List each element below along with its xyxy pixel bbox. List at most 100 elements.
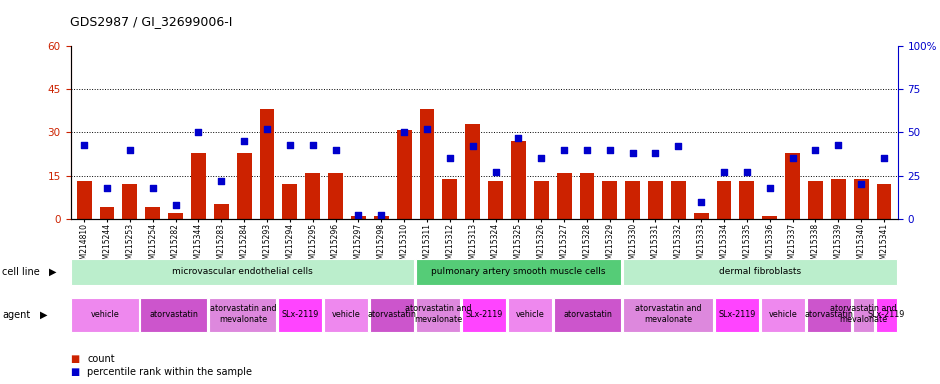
Point: [488, 169, 503, 175]
Point: [740, 169, 755, 175]
Bar: [807, 298, 851, 332]
Point: [443, 155, 458, 161]
Bar: [488, 182, 503, 219]
Point: [876, 155, 891, 161]
Point: [351, 212, 366, 218]
Bar: [671, 182, 686, 219]
Text: SLx-2119: SLx-2119: [282, 310, 319, 319]
Text: atorvastatin: atorvastatin: [563, 310, 612, 319]
Bar: [374, 216, 389, 219]
Text: SLx-2119: SLx-2119: [718, 310, 756, 319]
Text: atorvastatin and
mevalonate: atorvastatin and mevalonate: [210, 305, 276, 324]
Bar: [603, 182, 618, 219]
Bar: [210, 298, 276, 332]
Bar: [625, 182, 640, 219]
Text: SLx-2119: SLx-2119: [465, 310, 503, 319]
Bar: [100, 207, 115, 219]
Text: GDS2987 / GI_32699006-I: GDS2987 / GI_32699006-I: [70, 15, 233, 28]
Text: count: count: [87, 354, 115, 364]
Point: [259, 126, 274, 132]
Bar: [465, 124, 480, 219]
Bar: [237, 152, 252, 219]
Bar: [648, 182, 663, 219]
Bar: [623, 298, 713, 332]
Point: [465, 143, 480, 149]
Text: atorvastatin: atorvastatin: [149, 310, 198, 319]
Bar: [623, 260, 897, 285]
Bar: [876, 298, 897, 332]
Point: [168, 202, 183, 208]
Text: cell line: cell line: [2, 267, 39, 277]
Text: vehicle: vehicle: [90, 310, 119, 319]
Bar: [419, 109, 434, 219]
Bar: [877, 184, 891, 219]
Bar: [282, 184, 297, 219]
Text: agent: agent: [2, 310, 30, 320]
Bar: [122, 184, 137, 219]
Point: [831, 141, 846, 147]
Text: ■: ■: [70, 367, 80, 377]
Point: [306, 141, 321, 147]
Point: [625, 150, 640, 156]
Point: [603, 147, 618, 153]
Bar: [71, 298, 138, 332]
Point: [397, 129, 412, 136]
Bar: [351, 216, 366, 219]
Bar: [740, 182, 754, 219]
Bar: [694, 213, 709, 219]
Bar: [762, 216, 777, 219]
Point: [556, 147, 572, 153]
Bar: [328, 173, 343, 219]
Point: [237, 138, 252, 144]
Text: atorvastatin: atorvastatin: [805, 310, 854, 319]
Bar: [370, 298, 415, 332]
Bar: [168, 213, 183, 219]
Point: [854, 181, 869, 187]
Point: [534, 155, 549, 161]
Bar: [306, 173, 321, 219]
Bar: [416, 260, 621, 285]
Bar: [77, 182, 91, 219]
Bar: [760, 298, 805, 332]
Bar: [554, 298, 621, 332]
Point: [282, 141, 297, 147]
Point: [648, 150, 663, 156]
Point: [122, 147, 137, 153]
Bar: [831, 179, 846, 219]
Text: atorvastatin and
mevalonate: atorvastatin and mevalonate: [634, 305, 701, 324]
Text: atorvastatin and
mevalonate: atorvastatin and mevalonate: [405, 305, 471, 324]
Bar: [556, 173, 572, 219]
Text: atorvastatin and
mevalonate: atorvastatin and mevalonate: [830, 305, 897, 324]
Text: vehicle: vehicle: [768, 310, 797, 319]
Text: microvascular endothelial cells: microvascular endothelial cells: [172, 267, 313, 276]
Bar: [214, 204, 228, 219]
Point: [762, 185, 777, 191]
Bar: [191, 152, 206, 219]
Point: [694, 199, 709, 205]
Bar: [140, 298, 208, 332]
Bar: [785, 152, 800, 219]
Text: dermal fibroblasts: dermal fibroblasts: [719, 267, 801, 276]
Point: [579, 147, 594, 153]
Bar: [443, 179, 457, 219]
Bar: [714, 298, 759, 332]
Bar: [854, 179, 869, 219]
Bar: [716, 182, 731, 219]
Bar: [71, 260, 415, 285]
Text: ▶: ▶: [39, 310, 47, 320]
Point: [213, 178, 228, 184]
Bar: [534, 182, 549, 219]
Text: atorvastatin: atorvastatin: [368, 310, 416, 319]
Point: [100, 185, 115, 191]
Point: [510, 135, 525, 141]
Bar: [146, 207, 160, 219]
Point: [77, 141, 92, 147]
Point: [419, 126, 434, 132]
Bar: [508, 298, 552, 332]
Bar: [324, 298, 368, 332]
Bar: [579, 173, 594, 219]
Text: vehicle: vehicle: [516, 310, 544, 319]
Point: [807, 147, 822, 153]
Point: [191, 129, 206, 136]
Text: percentile rank within the sample: percentile rank within the sample: [87, 367, 253, 377]
